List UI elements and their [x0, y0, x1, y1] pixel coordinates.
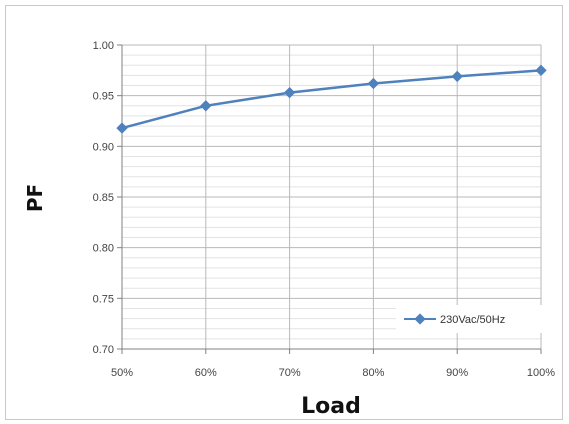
x-tick-label: 60%	[195, 367, 217, 379]
chart-frame	[5, 5, 563, 420]
x-tick-labels: 50% 60% 70% 80% 90% 100%	[111, 367, 555, 379]
y-tick-label: 0.70	[93, 344, 114, 356]
x-tick-label: 70%	[279, 367, 301, 379]
minor-gridlines	[122, 54, 541, 340]
y-axis-title: PF	[23, 184, 47, 212]
x-tick-label: 80%	[362, 367, 384, 379]
legend-series-label: 230Vac/50Hz	[440, 314, 505, 326]
data-point	[283, 86, 296, 99]
data-point	[367, 77, 380, 90]
legend: 230Vac/50Hz	[396, 305, 542, 333]
x-tick-label: 90%	[446, 367, 468, 379]
data-point	[451, 70, 463, 83]
data-point	[200, 100, 212, 112]
x-tick-label: 100%	[527, 367, 555, 379]
x-tick-label: 50%	[111, 367, 133, 379]
legend-series-marker	[414, 313, 426, 325]
data-point	[116, 122, 128, 134]
y-tick-label: 0.85	[93, 192, 114, 204]
y-tick-label: 0.90	[93, 141, 114, 153]
axes	[117, 44, 542, 354]
data-point	[535, 64, 547, 76]
major-gridlines	[122, 44, 542, 350]
x-axis-title: Load	[301, 394, 361, 419]
y-tick-label: 0.75	[93, 293, 114, 305]
y-tick-labels: 0.70 0.75 0.80 0.85 0.90 0.95 1.00	[93, 40, 114, 356]
y-tick-label: 0.80	[93, 243, 114, 255]
series-line	[121, 69, 542, 130]
y-tick-label: 1.00	[93, 40, 114, 52]
y-tick-label: 0.95	[93, 91, 114, 103]
